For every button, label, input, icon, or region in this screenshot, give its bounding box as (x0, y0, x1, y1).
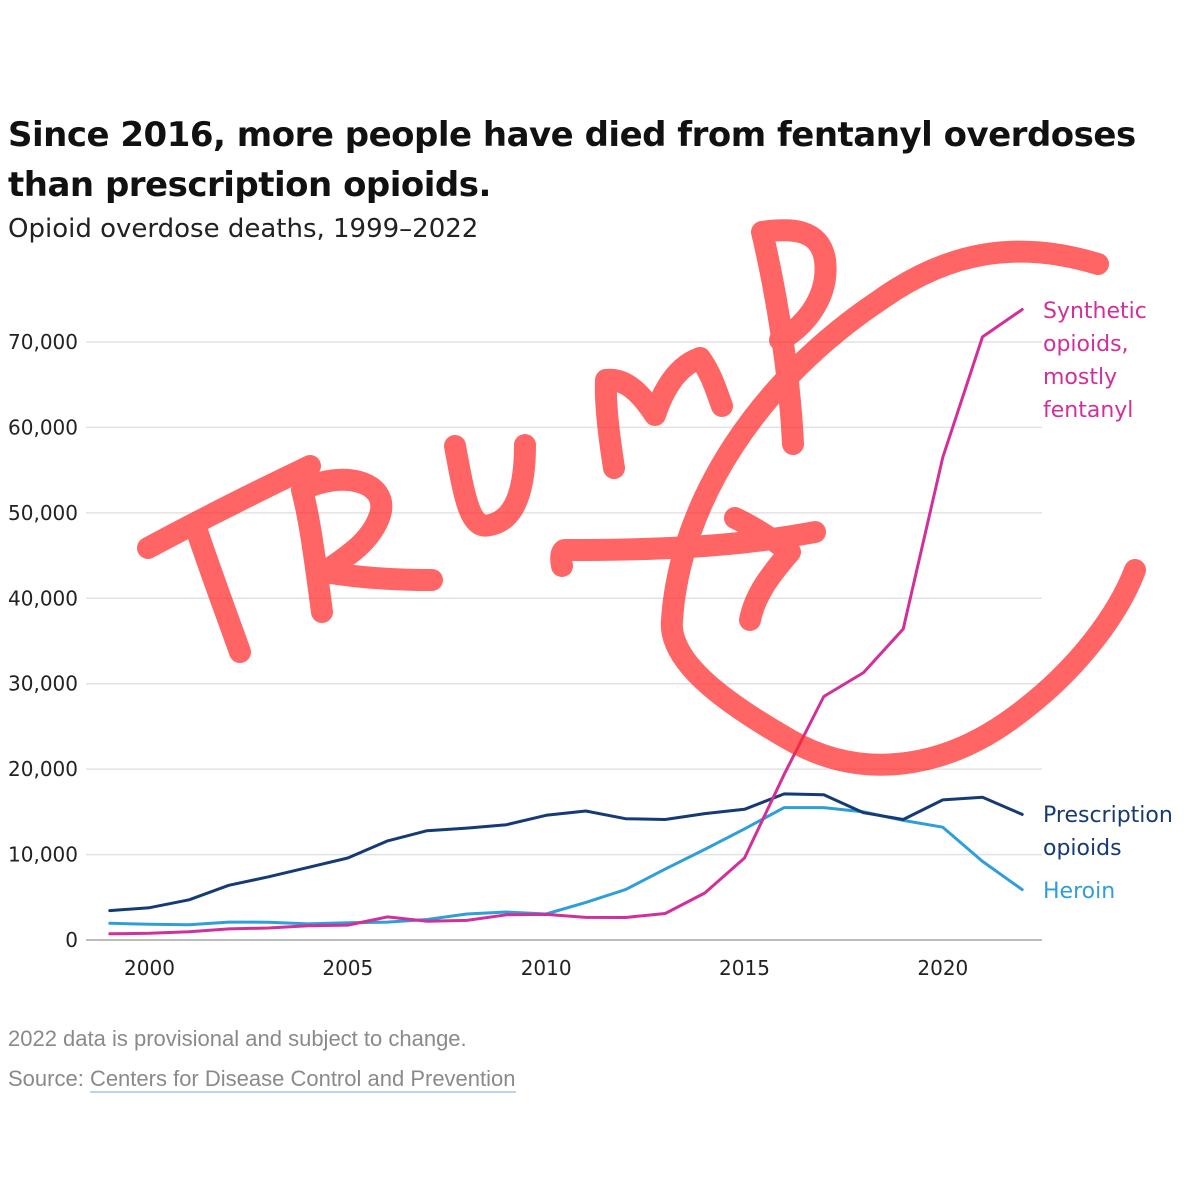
x-tick-label: 2020 (917, 956, 968, 980)
series-line (108, 792, 1024, 913)
series-label: Heroin (1043, 879, 1115, 904)
annotation-loop (660, 240, 1146, 776)
x-tick-label: 2010 (521, 956, 572, 980)
source-link[interactable]: Centers for Disease Control and Preventi… (89, 1066, 516, 1093)
y-tick-label: 0 (65, 928, 78, 952)
y-tick-label: 50,000 (8, 501, 78, 525)
series-label: opioids, (1043, 332, 1129, 357)
x-tick-label: 2000 (124, 956, 175, 980)
y-axis: 0 10,000 20,000 30,000 40,000 50,000 60,000 70,… (8, 330, 78, 952)
handwritten-annotation (137, 219, 1146, 776)
chart-subtitle: Opioid overdose deaths, 1999–2022 (8, 214, 479, 244)
y-tick-label: 60,000 (8, 415, 78, 439)
y-tick-label: 10,000 (8, 843, 78, 867)
series-label: opioids (1043, 836, 1122, 861)
annotation-letter-p (751, 219, 837, 455)
x-tick-label: 2015 (719, 956, 770, 980)
series-label: fentanyl (1043, 398, 1133, 423)
annotation-letter-r (291, 468, 443, 623)
series-lines (108, 308, 1024, 936)
chart-title: Since 2016, more people have died from f… (8, 115, 1136, 205)
series-line (108, 806, 1024, 927)
y-tick-label: 40,000 (8, 586, 78, 610)
series-label: Prescription (1043, 803, 1173, 828)
y-tick-label: 20,000 (8, 757, 78, 781)
y-tick-label: 70,000 (8, 330, 78, 354)
source-prefix: Source: (8, 1066, 90, 1091)
annotation-letter-u (444, 434, 536, 537)
x-tick-label: 2005 (322, 956, 373, 980)
annotation-letter-t (137, 455, 321, 559)
x-axis: 2000 2005 2010 2015 2020 (124, 956, 968, 980)
annotation-letter-m (594, 347, 733, 479)
annotation-letter-t-stem (185, 517, 251, 663)
annotation-arrow-head (724, 507, 801, 631)
y-tick-label: 30,000 (8, 672, 78, 696)
source-line: Source: Centers for Disease Control and … (8, 1066, 516, 1093)
series-labels: Synthetic opioids, mostly fentanyl Prescript… (1043, 299, 1173, 904)
series-line (108, 308, 1024, 936)
series-label: mostly (1043, 365, 1117, 390)
series-label: Synthetic (1043, 299, 1147, 324)
footnote: 2022 data is provisional and subject to … (8, 1026, 467, 1051)
grid-lines (86, 341, 1042, 941)
